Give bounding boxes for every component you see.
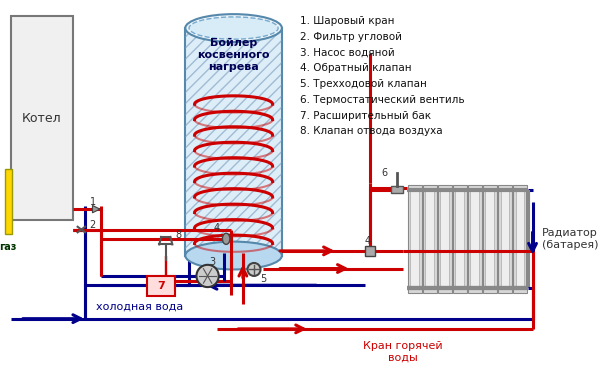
Bar (365, 246, 375, 256)
Text: 1. Шаровый кран: 1. Шаровый кран (301, 16, 395, 26)
Text: 4. Обратный клапан: 4. Обратный клапан (301, 63, 412, 73)
Polygon shape (92, 206, 100, 213)
Text: 2: 2 (89, 220, 96, 230)
Bar (423, 185, 437, 293)
Bar (515, 190, 524, 288)
Bar (425, 190, 434, 288)
Text: 6. Термостатический вентиль: 6. Термостатический вентиль (301, 95, 465, 105)
Text: 7: 7 (157, 281, 165, 291)
Circle shape (196, 265, 219, 287)
Text: 3. Насос водяной: 3. Насос водяной (301, 47, 395, 58)
Text: 5: 5 (260, 274, 266, 284)
Text: Радиатор
(батарея): Радиатор (батарея) (542, 228, 598, 250)
Text: 6: 6 (381, 168, 387, 178)
Text: 8. Клапан отвода воздуха: 8. Клапан отвода воздуха (301, 127, 443, 137)
Bar (438, 185, 452, 293)
Bar (391, 186, 403, 193)
Bar (485, 190, 494, 288)
Text: газ: газ (0, 242, 17, 252)
Bar (470, 190, 479, 288)
Text: 5. Трехходовой клапан: 5. Трехходовой клапан (301, 79, 427, 89)
Ellipse shape (189, 17, 278, 39)
Bar (468, 185, 482, 293)
Text: Котел: Котел (22, 112, 62, 125)
Bar (11, 16, 73, 220)
Bar (5, 169, 11, 234)
Bar (147, 276, 175, 296)
Text: холодная вода: холодная вода (96, 302, 184, 312)
Bar (513, 185, 527, 293)
Ellipse shape (185, 242, 282, 269)
Text: 7. Расширительный бак: 7. Расширительный бак (301, 111, 431, 121)
Text: Бойлер
косвенного
нагрева: Бойлер косвенного нагрева (197, 37, 270, 72)
Ellipse shape (185, 14, 282, 42)
Bar (498, 185, 512, 293)
Bar (453, 185, 467, 293)
Bar (410, 190, 419, 288)
Bar (185, 28, 282, 256)
Text: 3: 3 (209, 257, 215, 267)
Text: 1: 1 (89, 197, 96, 207)
Text: 2. Фильтр угловой: 2. Фильтр угловой (301, 32, 403, 42)
Bar (500, 190, 509, 288)
Bar (407, 185, 422, 293)
Bar (455, 190, 464, 288)
Ellipse shape (248, 263, 260, 276)
Text: 4: 4 (364, 236, 370, 246)
Bar (440, 190, 449, 288)
Bar (483, 185, 497, 293)
Bar (185, 28, 282, 256)
Text: Кран горячей
воды: Кран горячей воды (363, 341, 442, 362)
Text: 4: 4 (214, 223, 220, 233)
Text: 8: 8 (176, 230, 182, 240)
Ellipse shape (223, 233, 230, 244)
